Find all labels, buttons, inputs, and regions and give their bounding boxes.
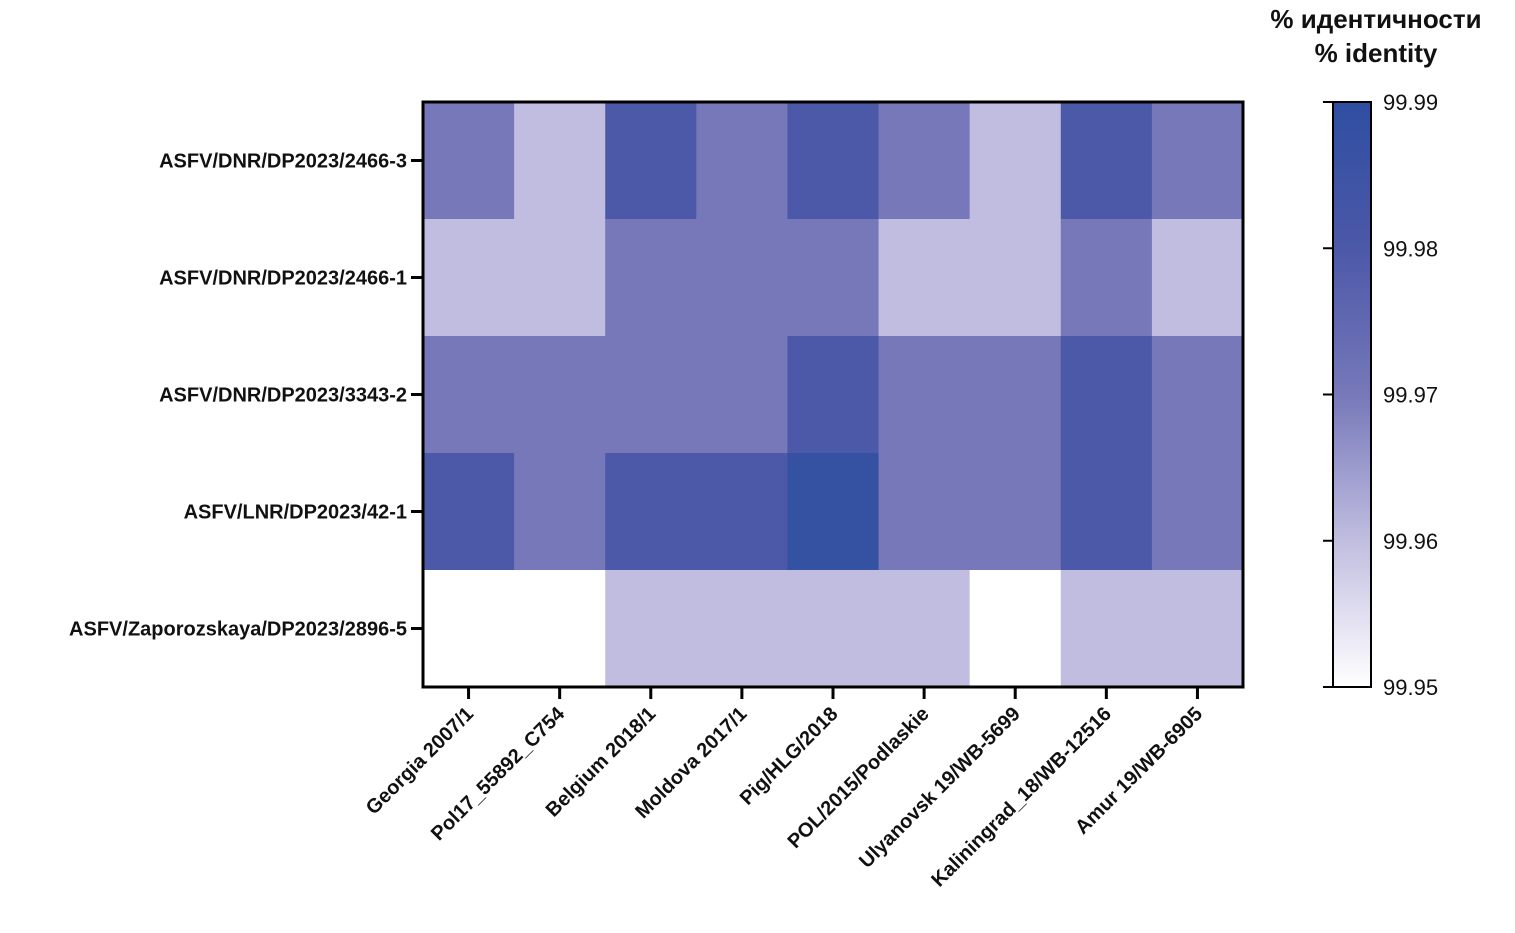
colorbar-tick-label: 99.96: [1383, 529, 1438, 554]
heatmap-cell: [605, 570, 697, 688]
colorbar-tick-label: 99.95: [1383, 675, 1438, 700]
colorbar: 99.99 99.98 99.97 99.96 99.95 % идентичности…: [1270, 4, 1481, 700]
heatmap-cell: [878, 102, 971, 220]
heatmap-cell: [787, 219, 880, 337]
heatmap-cell: [878, 219, 971, 337]
colorbar-title-ru: % идентичности: [1270, 4, 1481, 34]
heatmap-cell: [1151, 219, 1244, 337]
heatmap-cell: [696, 219, 789, 337]
heatmap-cell: [1060, 336, 1153, 454]
row-label: ASFV/DNR/DP2023/3343-2: [159, 385, 407, 407]
colorbar-tick-label: 99.97: [1383, 383, 1438, 408]
heatmap-cell: [1151, 102, 1244, 220]
column-label: Kaliningrad_18/WB-12516: [927, 703, 1115, 891]
heatmap-cell: [878, 336, 971, 454]
heatmap-cell: [878, 453, 971, 571]
heatmap-cell: [605, 336, 697, 454]
heatmap-cell: [1060, 453, 1153, 571]
colorbar-tick-label: 99.98: [1383, 236, 1438, 261]
heatmap-cell: [514, 102, 606, 220]
heatmap-cell: [1060, 219, 1153, 337]
colorbar-tick-label: 99.99: [1383, 90, 1438, 115]
heatmap-cell: [1151, 336, 1244, 454]
heatmap-cell: [787, 453, 880, 571]
heatmap-cell: [423, 336, 515, 454]
heatmap-cell: [605, 102, 697, 220]
heatmap-cell: [514, 219, 606, 337]
heatmap-cell: [423, 570, 515, 688]
heatmap-cell: [514, 570, 606, 688]
heatmap-cell: [514, 453, 606, 571]
row-label: ASFV/Zaporozskaya/DP2023/2896-5: [69, 619, 407, 641]
heatmap-cell: [423, 219, 515, 337]
heatmap-cell: [696, 336, 789, 454]
heatmap-cell: [878, 570, 971, 688]
heatmap-cell: [787, 570, 880, 688]
heatmap-cell: [787, 336, 880, 454]
heatmap-cell: [1060, 102, 1153, 220]
row-labels: ASFV/DNR/DP2023/2466-3 ASFV/DNR/DP2023/24…: [69, 151, 423, 641]
heatmap-cell: [1151, 453, 1244, 571]
heatmap-cell: [423, 102, 515, 220]
column-label: Ulyanovsk 19/WB-5699: [855, 703, 1025, 873]
heatmap-cell: [696, 570, 789, 688]
heatmap-cell: [696, 102, 789, 220]
heatmap-cell: [969, 570, 1062, 688]
heatmap-cell: [514, 336, 606, 454]
colorbar-title-en: % identity: [1315, 38, 1438, 68]
heatmap-cell: [969, 453, 1062, 571]
heatmap-cell: [605, 219, 697, 337]
heatmap-cells: [423, 102, 1244, 688]
heatmap-cell: [605, 453, 697, 571]
colorbar-ticks: 99.99 99.98 99.97 99.96 99.95: [1323, 90, 1438, 700]
heatmap-cell: [1151, 570, 1244, 688]
row-label: ASFV/DNR/DP2023/2466-3: [159, 151, 407, 173]
row-label: ASFV/LNR/DP2023/42-1: [184, 502, 407, 524]
heatmap-cell: [969, 336, 1062, 454]
row-label: ASFV/DNR/DP2023/2466-1: [159, 268, 407, 290]
heatmap-cell: [696, 453, 789, 571]
colorbar-gradient: [1332, 101, 1372, 688]
heatmap-cell: [423, 453, 515, 571]
heatmap-cell: [1060, 570, 1153, 688]
heatmap-cell: [969, 219, 1062, 337]
heatmap-cell: [969, 102, 1062, 220]
heatmap-cell: [787, 102, 880, 220]
